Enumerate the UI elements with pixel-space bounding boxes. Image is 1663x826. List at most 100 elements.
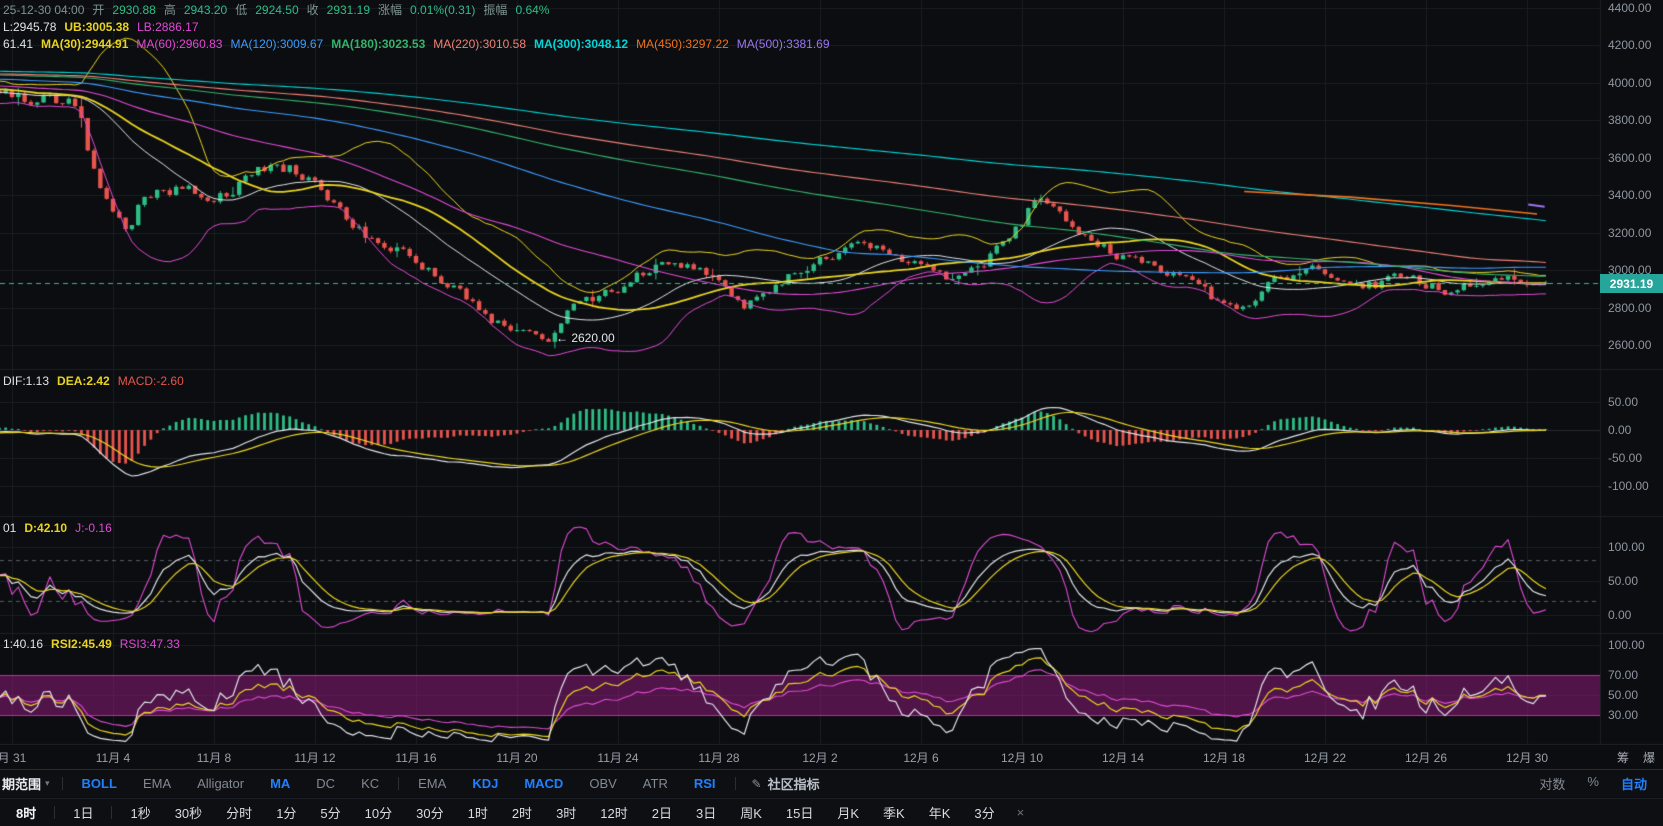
indicator-button-OBV[interactable]: OBV: [589, 776, 617, 791]
legend-item: MA(180):3023.53: [331, 37, 426, 51]
community-indicators-button[interactable]: ✎ 社区指标: [742, 774, 830, 793]
legend-item: 1:40.16: [3, 637, 44, 651]
legend-item: 2943.20: [183, 3, 228, 17]
timeframe-button-3时[interactable]: 3时: [556, 806, 577, 821]
timeframe-button-3日[interactable]: 3日: [696, 806, 717, 821]
legend-item: MA(220):3010.58: [433, 37, 526, 51]
timeframe-button-10分[interactable]: 10分: [364, 806, 393, 821]
date-label: 11月 28: [698, 751, 740, 765]
main-indicator-group: BOLL EMA Alligator MA DC KC: [69, 776, 393, 791]
legend-item: MA(500):3381.69: [736, 37, 830, 51]
legend-item: 0.64%: [515, 3, 550, 17]
indicator-button-MACD[interactable]: MACD: [524, 776, 564, 791]
timeframe-button-30秒[interactable]: 30秒: [174, 806, 203, 821]
legend-item: 低: [235, 3, 248, 17]
indicator-button-EMA[interactable]: EMA: [418, 776, 447, 791]
legend-item: RSI2:45.49: [51, 637, 112, 651]
timeframe-button-1日[interactable]: 1日: [73, 806, 94, 821]
scale-options-group: 对数% 自动: [1539, 774, 1663, 793]
legend-item: MA(450):3297.22: [636, 37, 729, 51]
date-row-tools: 筹爆: [1617, 749, 1655, 766]
indicator-button-RSI[interactable]: RSI: [693, 776, 716, 791]
timeframe-button-分时[interactable]: 分时: [226, 806, 253, 821]
date-label: 11月 4: [95, 751, 131, 765]
rsi-legend: 1:40.16 RSI2:45.49 RSI3:47.33: [3, 637, 180, 652]
date-label: 12月 14: [1101, 751, 1145, 765]
date-label: 12月 2: [802, 751, 838, 765]
indicator-button-KC[interactable]: KC: [361, 776, 380, 791]
timeframe-button-周K[interactable]: 周K: [740, 806, 762, 821]
tool-toggle-爆[interactable]: 爆: [1642, 751, 1655, 765]
indicator-button-EMA[interactable]: EMA: [142, 776, 172, 791]
tool-toggle-筹[interactable]: 筹: [1616, 751, 1629, 765]
period-range-label: 期范围: [2, 777, 42, 792]
date-label: 11月 24: [597, 751, 639, 765]
legend-item: L:2945.78: [3, 20, 57, 34]
timeframe-button-15日[interactable]: 15日: [785, 806, 814, 821]
indicator-button-DC[interactable]: DC: [316, 776, 336, 791]
timeframe-button-30分[interactable]: 30分: [416, 806, 444, 821]
scale-button-对数[interactable]: 对数: [1539, 777, 1566, 792]
legend-item: 2930.88: [112, 3, 156, 17]
timeframe-button-1分[interactable]: 1分: [276, 806, 297, 821]
date-label: 12月 22: [1303, 751, 1347, 765]
indicator-button-Alligator[interactable]: Alligator: [197, 776, 245, 791]
timeframe-button-季K[interactable]: 季K: [883, 806, 905, 821]
indicator-button-KDJ[interactable]: KDJ: [472, 776, 499, 791]
legend-item: DEA:2.42: [57, 374, 110, 388]
timeframe-button-5分[interactable]: 5分: [320, 806, 341, 821]
toolbar-separator: [398, 777, 400, 790]
date-label: 12月 26: [1404, 751, 1448, 765]
timeframe-button-3分[interactable]: 3分: [974, 806, 995, 821]
timeframe-button-12时[interactable]: 12时: [600, 806, 628, 821]
legend-item: 0.01%(0.31): [410, 3, 476, 17]
timeframe-toolbar: 8时 1日 1秒 30秒 分时 1分 5分 10分 30分 1时 2时 3时 12时 2日 3日 周K 15日 月…: [0, 798, 1663, 826]
period-range-button[interactable]: 期范围 ▾: [0, 774, 56, 793]
timeframe-button-2时[interactable]: 2时: [511, 806, 533, 821]
legend-item: MA(120):3009.67: [230, 37, 324, 51]
legend-item: MACD:-2.60: [117, 374, 184, 388]
legend-item: D:42.10: [24, 521, 68, 535]
legend-item: 高: [163, 3, 176, 17]
indicator-toolbar: 期范围 ▾ BOLL EMA Alligator MA DC KC EMA KDJ MACD O…: [0, 769, 1663, 797]
legend-item: RSI3:47.33: [119, 637, 180, 651]
scale-button-%[interactable]: %: [1587, 774, 1599, 789]
indicator-button-BOLL[interactable]: BOLL: [81, 776, 117, 791]
toolbar-separator: [734, 777, 736, 790]
low-price-annotation: ← 2620.00: [556, 331, 615, 345]
close-timeframe-icon[interactable]: ×: [1016, 805, 1025, 820]
timeframe-button-1秒[interactable]: 1秒: [130, 806, 151, 821]
indicator-toolbar-left: 期范围 ▾ BOLL EMA Alligator MA DC KC EMA KDJ MACD O…: [0, 774, 830, 793]
chart-area[interactable]: 4400.00 4200.00 4000.00 3800.00 3600.00 3400.…: [0, 0, 1663, 768]
legend-item: 01: [3, 521, 17, 535]
legend-item: 2931.19: [326, 3, 371, 17]
timeframe-button-月K[interactable]: 月K: [837, 806, 860, 821]
toolbar-separator: [61, 777, 63, 790]
timeframe-button-2日[interactable]: 2日: [651, 806, 672, 821]
timeframe-button-8时[interactable]: 8时: [16, 806, 37, 821]
legend-item: J:-0.16: [75, 521, 112, 535]
legend-item: 振幅: [483, 3, 508, 17]
legend-item: MA(60):2960.83: [136, 37, 223, 51]
last-price-value: 2931.19: [1609, 276, 1654, 291]
date-label: 12月 30: [1505, 751, 1549, 765]
macd-legend: DIF:1.13 DEA:2.42 MACD:-2.60: [3, 374, 184, 389]
indicator-button-MA[interactable]: MA: [270, 776, 291, 791]
date-label: 11月 8: [196, 751, 232, 765]
indicator-button-ATR[interactable]: ATR: [642, 776, 668, 791]
legend-item: UB:3005.38: [64, 20, 130, 34]
date-axis[interactable]: 筹爆 月 31 11月 4 11月 8 11月 12 11月 16 11月 20 11月 2…: [0, 745, 1663, 768]
scale-button-自动[interactable]: 自动: [1620, 777, 1647, 792]
community-indicators-label: 社区指标: [767, 777, 820, 792]
sub-indicator-group: EMA KDJ MACD OBV ATR RSI: [405, 776, 728, 791]
toolbar-separator: [54, 806, 56, 819]
date-label: 11月 16: [395, 751, 437, 765]
chevron-down-icon: ▾: [45, 778, 50, 788]
chart-canvas[interactable]: [0, 0, 1663, 745]
timeframe-button-1时[interactable]: 1时: [467, 806, 488, 821]
date-label: 12月 10: [1000, 751, 1044, 765]
legend-item: 25-12-30 04:00: [3, 3, 85, 17]
date-label: 11月 20: [496, 751, 538, 765]
timeframe-button-年K[interactable]: 年K: [928, 806, 951, 821]
